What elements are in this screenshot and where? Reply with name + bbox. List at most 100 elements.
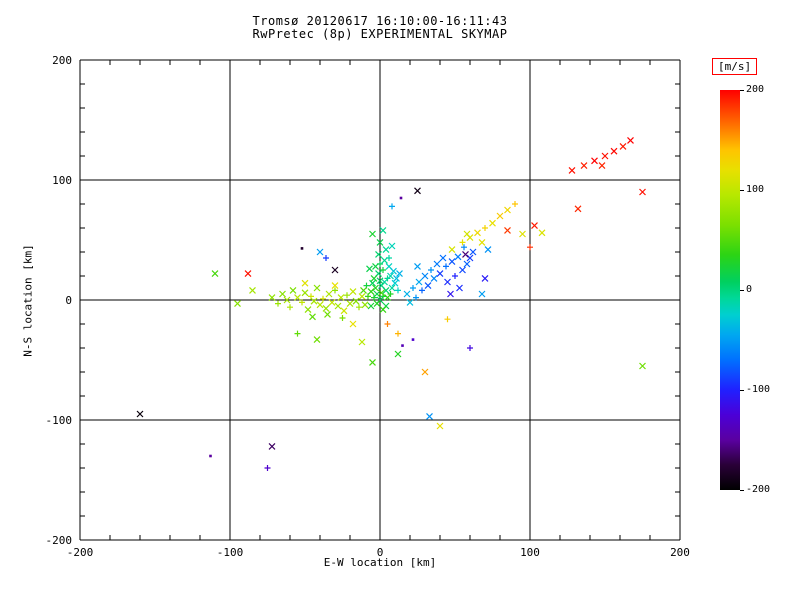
data-point	[323, 255, 329, 261]
data-point	[289, 286, 297, 294]
data-point	[325, 290, 333, 298]
data-point	[421, 272, 429, 280]
data-point	[294, 294, 301, 302]
data-point	[433, 260, 441, 268]
y-tick-label: -100	[46, 414, 73, 427]
data-point	[386, 255, 392, 261]
data-point	[334, 302, 342, 310]
data-point	[444, 316, 451, 323]
data-point	[358, 292, 366, 300]
data-point	[406, 298, 414, 306]
data-point	[346, 300, 354, 308]
data-point	[358, 338, 366, 346]
data-point	[456, 284, 463, 292]
data-point	[443, 263, 449, 270]
data-point	[415, 278, 423, 286]
data-point	[448, 258, 456, 266]
data-point	[371, 294, 377, 301]
data-point	[568, 166, 576, 174]
data-point	[591, 157, 598, 165]
x-tick-label: 200	[670, 546, 690, 559]
data-point	[426, 412, 433, 420]
data-point	[401, 344, 404, 347]
data-point	[379, 226, 387, 234]
data-point	[394, 350, 402, 358]
data-point	[504, 206, 511, 214]
data-point	[512, 201, 518, 207]
data-point	[376, 277, 384, 285]
data-point	[439, 254, 447, 262]
data-point	[328, 298, 336, 306]
data-point	[234, 300, 241, 308]
data-point	[481, 274, 489, 282]
data-point	[504, 226, 511, 234]
colorbar-units-label: [m/s]	[712, 58, 758, 75]
data-point	[320, 295, 326, 302]
data-point	[390, 267, 397, 275]
y-axis-label: N-S location [km]	[21, 244, 35, 357]
data-point	[388, 284, 396, 292]
data-point	[410, 285, 416, 291]
data-point	[574, 205, 582, 213]
data-point	[393, 274, 400, 282]
data-point	[249, 286, 256, 294]
data-point	[382, 246, 390, 254]
data-point	[627, 136, 634, 144]
colorbar-tick-label: -100	[746, 384, 771, 395]
data-point	[384, 294, 391, 302]
data-point	[463, 230, 471, 238]
data-point	[367, 302, 375, 310]
colorbar-tick	[740, 390, 744, 391]
data-point	[478, 290, 486, 298]
data-point	[489, 219, 496, 227]
data-point	[459, 239, 466, 246]
data-point	[387, 272, 394, 280]
data-point	[360, 286, 367, 294]
data-point	[361, 301, 369, 309]
data-point	[610, 147, 618, 155]
data-point	[352, 297, 360, 305]
x-tick-label: 0	[377, 546, 384, 559]
data-point	[469, 248, 477, 256]
data-point	[349, 288, 357, 296]
data-point	[369, 230, 376, 238]
data-point	[598, 162, 606, 170]
data-point	[414, 262, 421, 270]
data-point	[414, 187, 421, 195]
data-point	[384, 321, 391, 327]
data-point	[436, 270, 444, 278]
data-point	[428, 267, 434, 273]
data-point	[403, 290, 411, 298]
data-point	[430, 274, 438, 282]
data-point	[340, 307, 348, 315]
data-point	[519, 230, 526, 238]
y-tick-label: -200	[46, 534, 73, 547]
data-point	[211, 270, 219, 278]
data-point	[378, 289, 385, 297]
data-point	[324, 310, 331, 318]
data-point	[538, 229, 546, 237]
data-point	[372, 284, 379, 292]
data-point	[387, 291, 394, 297]
data-point	[275, 300, 281, 307]
x-tick-label: -100	[217, 546, 244, 559]
data-point	[344, 292, 350, 299]
x-tick-label: 100	[520, 546, 540, 559]
data-point	[448, 246, 456, 254]
colorbar-tick-label: -200	[746, 484, 771, 495]
data-point	[399, 196, 403, 200]
data-point	[444, 278, 451, 286]
data-point	[421, 368, 429, 376]
data-point	[373, 300, 381, 308]
data-point	[313, 284, 321, 292]
data-point	[496, 212, 504, 220]
data-point	[332, 287, 338, 294]
colorbar-tick	[740, 190, 744, 191]
data-point	[459, 266, 466, 274]
x-axis-label: E-W location [km]	[323, 556, 437, 569]
data-point	[366, 265, 373, 273]
data-point	[331, 266, 339, 274]
data-point	[395, 287, 401, 294]
colorbar-tick	[740, 290, 744, 291]
data-point	[396, 270, 403, 278]
